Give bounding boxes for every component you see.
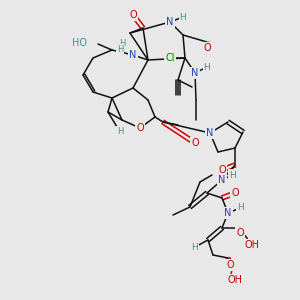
Text: H: H	[117, 128, 123, 136]
Text: HO: HO	[72, 38, 87, 48]
Text: N: N	[166, 17, 174, 27]
Text: N: N	[206, 128, 214, 138]
Text: N: N	[224, 208, 232, 218]
Text: O: O	[203, 43, 211, 53]
Text: OH: OH	[227, 275, 242, 285]
Text: O: O	[218, 165, 226, 175]
Text: H: H	[192, 242, 198, 251]
Text: H: H	[180, 13, 186, 22]
Text: H: H	[117, 46, 123, 55]
Text: O: O	[226, 260, 234, 270]
Text: N: N	[129, 50, 137, 60]
Text: O: O	[236, 228, 244, 238]
Text: H: H	[204, 62, 210, 71]
Text: O: O	[231, 188, 239, 198]
Text: H: H	[119, 38, 125, 47]
Text: O: O	[136, 123, 144, 133]
Text: N: N	[191, 68, 199, 78]
Text: OH: OH	[244, 240, 260, 250]
Text: H: H	[237, 203, 243, 212]
Text: H: H	[229, 170, 236, 179]
Text: O: O	[129, 10, 137, 20]
Text: N: N	[218, 175, 226, 185]
Text: O: O	[191, 138, 199, 148]
Text: Cl: Cl	[165, 53, 175, 63]
